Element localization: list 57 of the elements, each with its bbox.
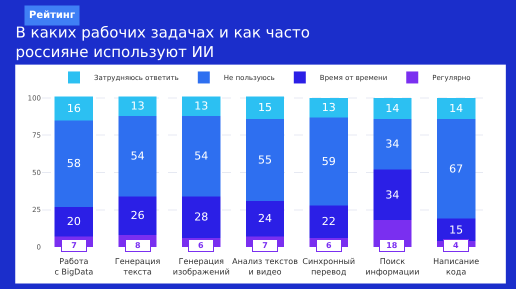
data-label: 54 (194, 150, 208, 163)
data-label: 55 (258, 153, 272, 166)
data-label: 13 (194, 100, 208, 113)
x-tick-label: Генерация текста (114, 257, 160, 276)
data-label: 59 (322, 154, 336, 168)
data-label: 26 (130, 209, 145, 222)
data-label: 8 (135, 241, 141, 250)
bar (437, 118, 476, 219)
bar (182, 116, 220, 196)
text: Рейтинг (29, 10, 76, 21)
bar (310, 98, 348, 118)
x-tick-label: Поиск информации (365, 257, 420, 276)
bar (54, 206, 93, 237)
chart-title: В каких рабочих задачах и как часто россияне используют ИИ (15, 24, 310, 62)
bar (437, 98, 476, 119)
bar (54, 120, 93, 207)
bar (118, 196, 157, 236)
data-label: 7 (262, 241, 268, 250)
data-label: 13 (130, 100, 145, 113)
bar (54, 96, 93, 120)
bar (182, 96, 220, 116)
bar (246, 200, 284, 237)
data-label: 7 (71, 241, 77, 250)
bar (182, 196, 220, 238)
bar (373, 170, 412, 220)
data-label: 20 (66, 215, 81, 228)
data-label: 58 (66, 157, 81, 170)
bar (118, 116, 157, 196)
bar (373, 118, 412, 170)
x-tick-label: Синхронный перевод (302, 257, 356, 276)
data-label: 22 (322, 215, 336, 228)
data-label: 34 (385, 188, 400, 202)
bar (310, 117, 348, 206)
data-label: 67 (449, 162, 464, 176)
x-tick-label: Написание кода (433, 257, 480, 276)
bar (246, 96, 284, 119)
data-label: 4 (453, 241, 459, 250)
x-tick-label: Генерация изображений (172, 257, 230, 276)
bar (246, 118, 284, 201)
data-label: 54 (130, 150, 145, 163)
data-label: 14 (449, 102, 464, 115)
data-label: 13 (322, 101, 336, 114)
data-label: 6 (198, 241, 204, 250)
x-tick-label: Работа с BigData (54, 257, 94, 276)
bar (118, 96, 157, 116)
bar (373, 98, 412, 119)
data-label: 34 (385, 138, 400, 151)
x-tick-label: Анализ текстов и видео (232, 257, 298, 276)
data-label: 18 (386, 241, 398, 250)
data-label: 28 (194, 210, 208, 224)
data-label: 15 (258, 101, 272, 114)
data-label: 15 (449, 223, 464, 236)
data-label: 24 (258, 212, 272, 226)
data-label: 14 (385, 102, 400, 115)
bar (310, 205, 348, 238)
data-label: 6 (326, 241, 332, 250)
data-label: 16 (66, 102, 81, 115)
